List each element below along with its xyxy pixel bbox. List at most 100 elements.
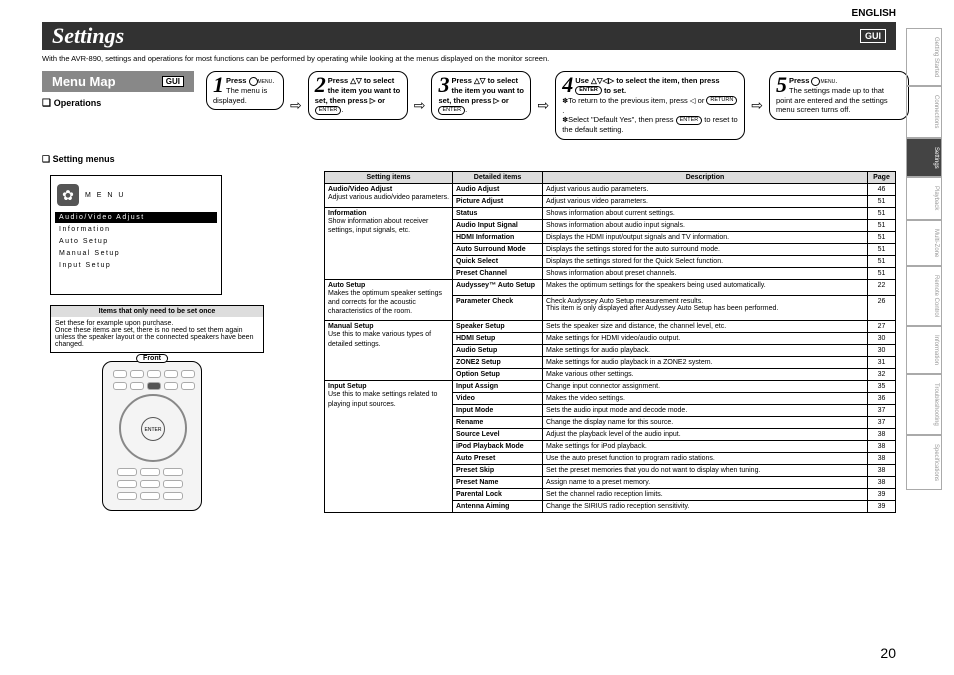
description-cell: Change the SIRIUS radio reception sensit…	[543, 501, 868, 513]
arrow-icon: ⇨	[412, 97, 428, 114]
description-cell: Set the preset memories that you do not …	[543, 465, 868, 477]
page-cell: 38	[868, 429, 896, 441]
side-tab[interactable]: Specifications	[906, 435, 942, 490]
description-cell: Make settings for HDMI video/audio outpu…	[543, 333, 868, 345]
th-desc: Description	[543, 172, 868, 184]
side-tab[interactable]: Troubleshooting	[906, 374, 942, 435]
gui-badge-small: GUI	[162, 76, 184, 87]
detailed-item: Source Level	[453, 429, 543, 441]
detailed-item: Antenna Aiming	[453, 501, 543, 513]
front-label: Front	[136, 354, 168, 363]
language-label: ENGLISH	[852, 8, 896, 19]
detailed-item: HDMI Information	[453, 232, 543, 244]
return-pill: RETURN	[706, 96, 737, 105]
enter-button: ENTER	[141, 417, 165, 441]
page-cell: 39	[868, 501, 896, 513]
step-5: 5Press MENU.The settings made up to that…	[769, 71, 909, 120]
detailed-item: Option Setup	[453, 369, 543, 381]
description-cell: Make settings for audio playback in a ZO…	[543, 357, 868, 369]
page-cell: 32	[868, 369, 896, 381]
detailed-item: HDMI Setup	[453, 333, 543, 345]
description-cell: Adjust various video parameters.	[543, 196, 868, 208]
description-cell: Use the auto preset function to program …	[543, 453, 868, 465]
page-cell: 38	[868, 465, 896, 477]
description-cell: Makes the optimum settings for the speak…	[543, 280, 868, 296]
description-cell: Sets the speaker size and distance, the …	[543, 321, 868, 333]
detailed-item: ZONE2 Setup	[453, 357, 543, 369]
osd-item: Information	[55, 224, 217, 235]
step-2: 2Press △▽ to select the item you want to…	[308, 71, 408, 120]
page-cell: 51	[868, 208, 896, 220]
setting-category: Audio/Video AdjustAdjust various audio/v…	[325, 184, 453, 208]
page-cell: 51	[868, 244, 896, 256]
step-3: 3Press △▽ to select the item you want to…	[431, 71, 531, 120]
detailed-item: Preset Channel	[453, 268, 543, 280]
description-cell: Adjust various audio parameters.	[543, 184, 868, 196]
page-cell: 35	[868, 381, 896, 393]
th-page: Page	[868, 172, 896, 184]
description-cell: Make various other settings.	[543, 369, 868, 381]
description-cell: Shows information about preset channels.	[543, 268, 868, 280]
page-cell: 51	[868, 196, 896, 208]
intro-text: With the AVR-890, settings and operation…	[42, 54, 896, 63]
description-cell: Make settings for audio playback.	[543, 345, 868, 357]
detailed-item: Audyssey™ Auto Setup	[453, 280, 543, 296]
setting-menus-label: Setting menus	[42, 154, 896, 165]
osd-item: Input Setup	[55, 260, 217, 271]
side-tab[interactable]: Multi-Zone	[906, 220, 942, 266]
detailed-item: Auto Preset	[453, 453, 543, 465]
setting-category: Auto SetupMakes the optimum speaker sett…	[325, 280, 453, 321]
description-cell: Check Audyssey Auto Setup measurement re…	[543, 296, 868, 321]
page-cell: 37	[868, 405, 896, 417]
page-cell: 31	[868, 357, 896, 369]
page-cell: 38	[868, 477, 896, 489]
detailed-item: Rename	[453, 417, 543, 429]
step-1: 1Press MENU.The menu is displayed.	[206, 71, 284, 110]
gui-badge: GUI	[860, 29, 886, 43]
page-cell: 51	[868, 268, 896, 280]
th-setting: Setting items	[325, 172, 453, 184]
step-4: 4Use △▽◁▷ to select the item, then press…	[555, 71, 745, 140]
detailed-item: Picture Adjust	[453, 196, 543, 208]
detailed-item: Status	[453, 208, 543, 220]
enter-pill: ENTER	[575, 86, 602, 95]
page-cell: 46	[868, 184, 896, 196]
osd-menu-title: M E N U	[85, 192, 125, 199]
side-tab[interactable]: Playback	[906, 177, 942, 219]
detailed-item: Input Assign	[453, 381, 543, 393]
page-cell: 27	[868, 321, 896, 333]
page-cell: 30	[868, 333, 896, 345]
enter-pill: ENTER	[315, 106, 342, 115]
detailed-item: Preset Name	[453, 477, 543, 489]
enter-pill: ENTER	[676, 116, 703, 125]
side-tab[interactable]: Remote Control	[906, 266, 942, 326]
osd-item: Manual Setup	[55, 248, 217, 259]
side-tab[interactable]: Information	[906, 326, 942, 374]
description-cell: Change input connector assignment.	[543, 381, 868, 393]
menu-button-icon	[249, 77, 258, 86]
osd-item-selected: Audio/Video Adjust	[55, 212, 217, 223]
page-cell: 22	[868, 280, 896, 296]
detailed-item: iPod Playback Mode	[453, 441, 543, 453]
osd-item: Auto Setup	[55, 236, 217, 247]
th-detailed: Detailed items	[453, 172, 543, 184]
page-cell: 26	[868, 296, 896, 321]
description-cell: Displays the settings stored for the Qui…	[543, 256, 868, 268]
detailed-item: Auto Surround Mode	[453, 244, 543, 256]
menu-map-header: Menu Map GUI	[42, 71, 194, 92]
description-cell: Make settings for iPod playback.	[543, 441, 868, 453]
side-tabs: Getting StartedConnectionsSettingsPlayba…	[906, 28, 942, 490]
description-cell: Displays the HDMI input/output signals a…	[543, 232, 868, 244]
detailed-item: Parameter Check	[453, 296, 543, 321]
side-tab[interactable]: Connections	[906, 86, 942, 137]
osd-menu-list: Audio/Video Adjust Information Auto Setu…	[55, 212, 217, 271]
detailed-item: Audio Setup	[453, 345, 543, 357]
detailed-item: Speaker Setup	[453, 321, 543, 333]
page-cell: 37	[868, 417, 896, 429]
side-tab[interactable]: Settings	[906, 138, 942, 178]
side-tab[interactable]: Getting Started	[906, 28, 942, 86]
detailed-item: Audio Input Signal	[453, 220, 543, 232]
operation-steps: 1Press MENU.The menu is displayed. ⇨ 2Pr…	[206, 71, 909, 140]
note-box: Items that only need to be set once Set …	[50, 305, 264, 353]
description-cell: Displays the settings stored for the aut…	[543, 244, 868, 256]
